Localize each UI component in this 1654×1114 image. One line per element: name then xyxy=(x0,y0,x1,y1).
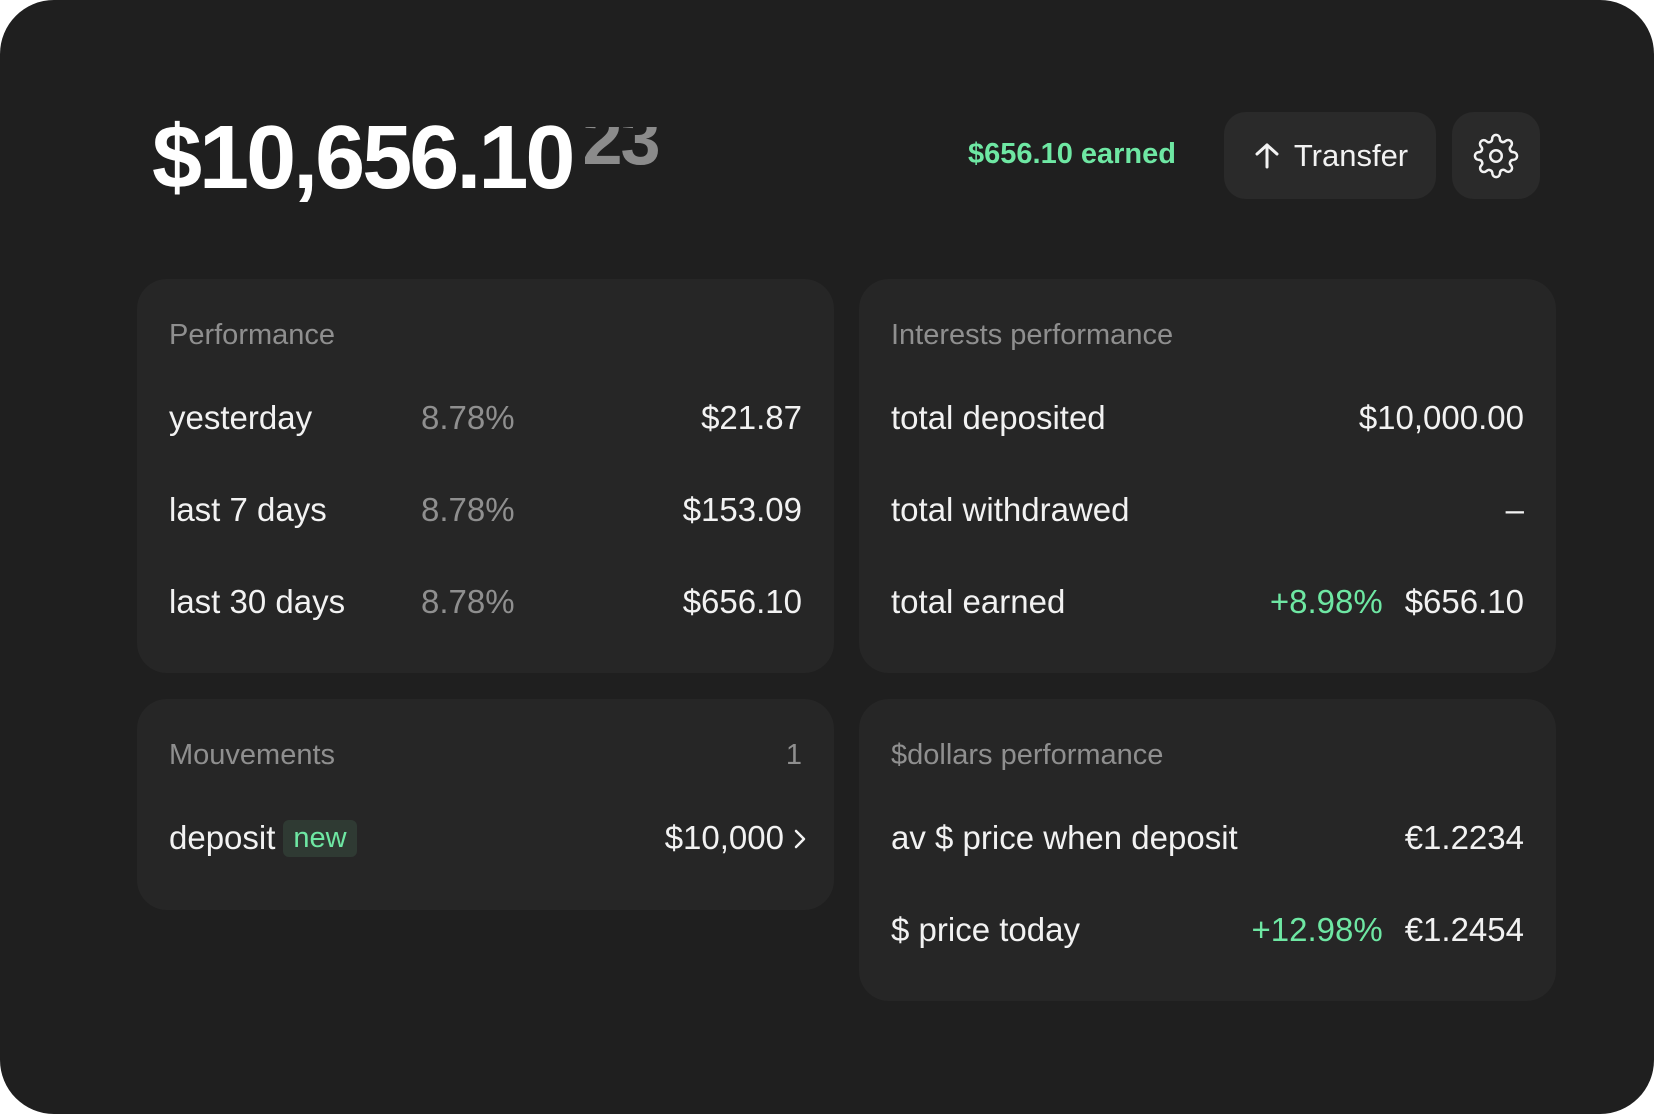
balance-rolling-digits: 23 xyxy=(582,127,659,180)
dollars-card: $dollars performance av $ price when dep… xyxy=(859,699,1556,1001)
movement-value: $10,000 xyxy=(664,819,784,856)
new-badge: new xyxy=(283,820,357,857)
movements-title: Mouvements xyxy=(169,739,336,771)
dollars-label: av $ price when deposit xyxy=(891,819,1238,856)
interests-title: Interests performance xyxy=(891,319,1174,351)
interests-value: $656.10 xyxy=(1404,583,1524,620)
performance-card: Performance yesterday 8.78% $21.87 last … xyxy=(137,279,834,673)
total-balance: $10,656.10 23 xyxy=(152,108,659,208)
performance-row: last 30 days 8.78% $656.10 xyxy=(169,583,802,627)
period-rate: 8.78% xyxy=(421,583,515,620)
dollars-row: $ price today +12.98% €1.2454 xyxy=(891,911,1524,955)
interests-row: total withdrawed – xyxy=(891,491,1524,535)
dollars-row: av $ price when deposit €1.2234 xyxy=(891,819,1524,863)
period-value: $656.10 xyxy=(682,583,802,620)
arrow-up-icon xyxy=(1252,141,1282,171)
movement-item[interactable]: deposit new $10,000 xyxy=(169,819,806,863)
price-change: +12.98% xyxy=(1251,911,1383,948)
settings-button[interactable] xyxy=(1452,112,1540,199)
period-rate: 8.78% xyxy=(421,491,515,528)
chevron-right-icon xyxy=(792,821,808,859)
interests-value: $10,000.00 xyxy=(1358,399,1524,436)
dollars-value: €1.2454 xyxy=(1404,911,1524,948)
interests-row: total earned +8.98% $656.10 xyxy=(891,583,1524,627)
period-label: last 30 days xyxy=(169,583,346,620)
interests-label: total earned xyxy=(891,583,1066,620)
transfer-button[interactable]: Transfer xyxy=(1224,112,1436,199)
interests-row: total deposited $10,000.00 xyxy=(891,399,1524,443)
movement-label: deposit xyxy=(169,819,276,856)
period-label: yesterday xyxy=(169,399,313,436)
balance-value: $10,656.10 xyxy=(152,107,575,208)
interests-label: total withdrawed xyxy=(891,491,1130,528)
period-value: $153.09 xyxy=(682,491,802,528)
dollars-value-group: +12.98% €1.2454 xyxy=(1252,911,1525,949)
performance-row: last 7 days 8.78% $153.09 xyxy=(169,491,802,535)
movements-count: 1 xyxy=(785,739,802,771)
interests-label: total deposited xyxy=(891,399,1106,436)
interests-value-group: +8.98% $656.10 xyxy=(1270,583,1524,621)
earned-change: +8.98% xyxy=(1269,583,1383,620)
movement-label-group: deposit new xyxy=(169,819,357,859)
interests-card: Interests performance total deposited $1… xyxy=(859,279,1556,673)
gear-icon xyxy=(1473,133,1519,179)
movements-card: Mouvements 1 deposit new $10,000 xyxy=(137,699,834,910)
movement-value-group: $10,000 xyxy=(665,819,808,857)
performance-title: Performance xyxy=(169,319,336,351)
dollars-title: $dollars performance xyxy=(891,739,1164,771)
interests-value: – xyxy=(1505,491,1524,528)
period-label: last 7 days xyxy=(169,491,327,528)
period-value: $21.87 xyxy=(701,399,802,436)
period-rate: 8.78% xyxy=(421,399,515,436)
transfer-label: Transfer xyxy=(1293,137,1409,173)
dollars-label: $ price today xyxy=(891,911,1080,948)
earned-amount: $656.10 earned xyxy=(968,138,1176,170)
performance-row: yesterday 8.78% $21.87 xyxy=(169,399,802,443)
dollars-value: €1.2234 xyxy=(1404,819,1524,856)
